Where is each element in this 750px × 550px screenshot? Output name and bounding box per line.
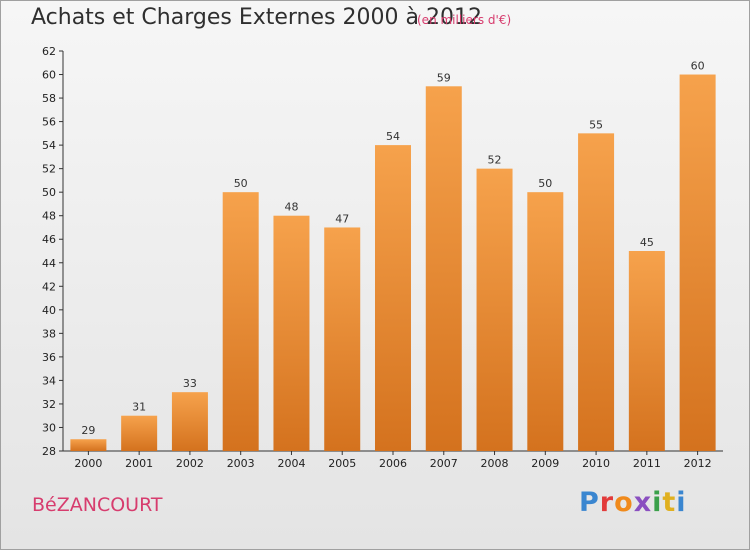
x-tick-label: 2011 (633, 457, 661, 470)
y-tick-label: 52 (42, 163, 56, 176)
x-tick-label: 2007 (430, 457, 458, 470)
y-tick-label: 62 (42, 45, 56, 58)
chart-title: Achats et Charges Externes 2000 à 2012 (31, 5, 482, 30)
y-tick-label: 40 (42, 304, 56, 317)
y-tick-label: 58 (42, 92, 56, 105)
x-tick-label: 2010 (582, 457, 610, 470)
bar-value-label: 60 (691, 60, 705, 73)
bar-value-label: 54 (386, 130, 400, 143)
y-tick-label: 34 (42, 374, 56, 387)
bar-value-label: 55 (589, 118, 603, 131)
bar (425, 86, 462, 451)
y-tick-label: 54 (42, 139, 56, 152)
bar (375, 145, 411, 451)
bar (578, 133, 615, 451)
bar (527, 192, 564, 452)
y-tick-label: 48 (42, 210, 56, 223)
bar-value-label: 45 (640, 236, 654, 249)
chart-subtitle: (en milliers d'€) (417, 13, 512, 27)
x-tick-label: 2005 (328, 457, 356, 470)
x-tick-label: 2003 (227, 457, 255, 470)
bar (324, 227, 361, 451)
bar-value-label: 48 (284, 201, 298, 214)
x-tick-label: 2001 (125, 457, 153, 470)
y-tick-label: 42 (42, 280, 56, 293)
bar (628, 251, 665, 451)
y-tick-label: 36 (42, 351, 56, 364)
bar-value-label: 52 (488, 154, 502, 167)
bar (679, 74, 716, 451)
y-tick-label: 28 (42, 445, 56, 458)
bar-value-label: 31 (132, 401, 146, 414)
bar (121, 415, 158, 451)
x-tick-label: 2008 (481, 457, 509, 470)
bar-value-label: 33 (183, 377, 197, 390)
y-tick-label: 60 (42, 69, 56, 82)
y-tick-label: 50 (42, 186, 56, 199)
bar-value-label: 29 (81, 424, 95, 437)
bar (70, 439, 107, 451)
x-tick-label: 2000 (74, 457, 102, 470)
x-tick-label: 2012 (684, 457, 712, 470)
bar (171, 392, 208, 451)
y-tick-label: 30 (42, 421, 56, 434)
x-tick-label: 2004 (277, 457, 305, 470)
bar (476, 168, 513, 451)
proxiti-logo: Proxiti (579, 487, 687, 518)
commune-name: BéZANCOURT (32, 494, 163, 516)
y-tick-label: 44 (42, 257, 56, 270)
y-tick-label: 46 (42, 233, 56, 246)
bar (273, 215, 310, 451)
bar-value-label: 47 (335, 212, 349, 225)
x-tick-label: 2006 (379, 457, 407, 470)
bar-value-label: 50 (538, 177, 552, 190)
x-tick-label: 2009 (531, 457, 559, 470)
bar (222, 192, 259, 452)
y-tick-label: 38 (42, 327, 56, 340)
y-tick-label: 32 (42, 398, 56, 411)
bar-value-label: 50 (234, 177, 248, 190)
x-tick-label: 2002 (176, 457, 204, 470)
y-tick-label: 56 (42, 116, 56, 129)
bar-value-label: 59 (437, 71, 451, 84)
